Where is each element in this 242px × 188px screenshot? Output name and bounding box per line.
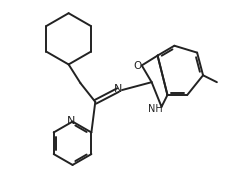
Text: N: N bbox=[114, 84, 122, 94]
Text: O: O bbox=[134, 61, 142, 71]
Text: N: N bbox=[66, 116, 75, 126]
Text: NH: NH bbox=[148, 104, 163, 114]
